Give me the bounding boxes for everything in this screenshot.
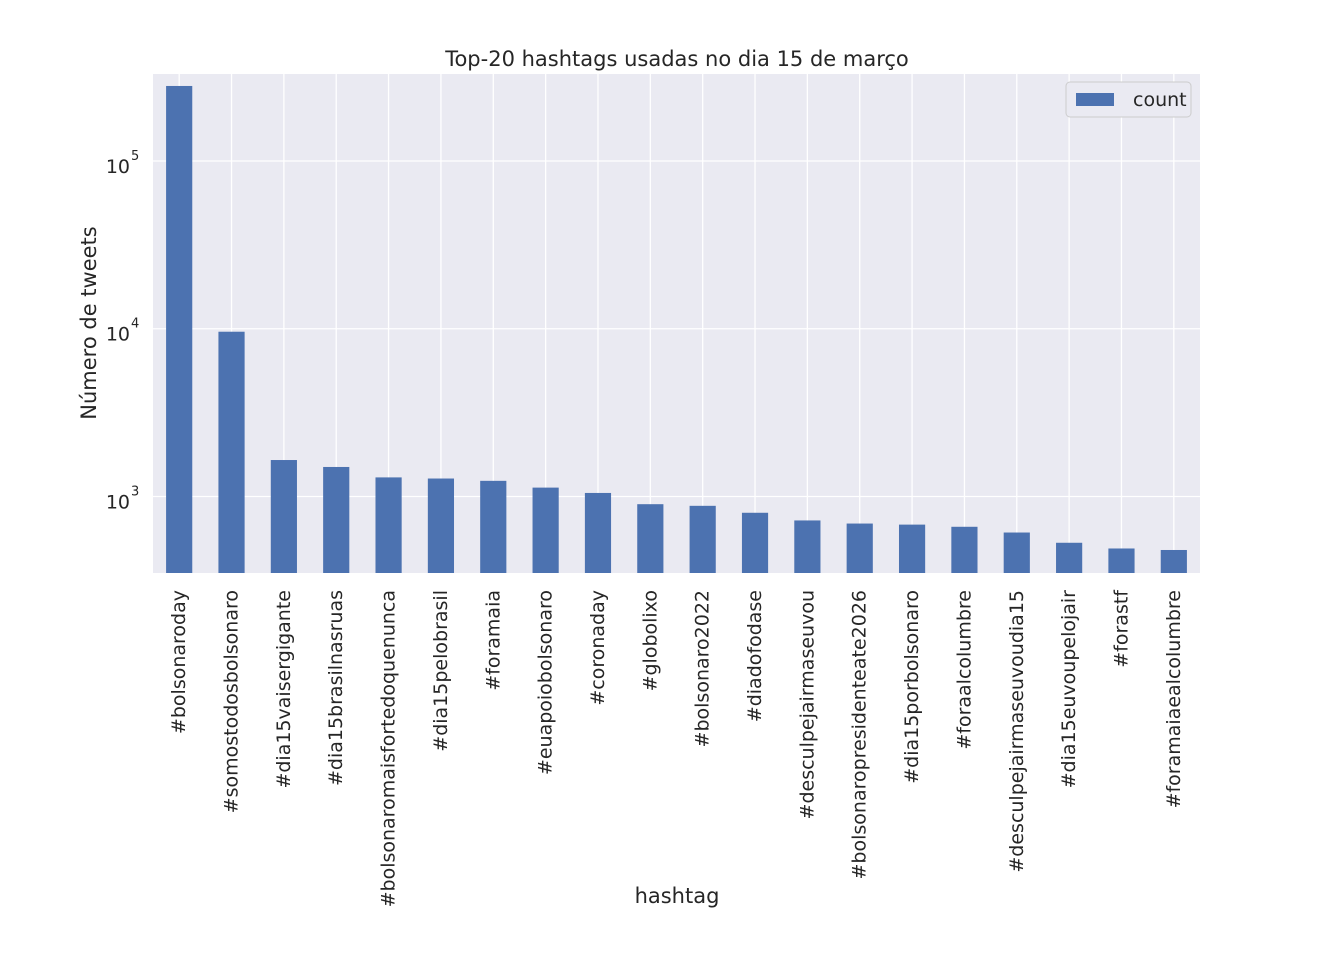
x-tick-label: #desculpejairmaseuvoudia15 xyxy=(1006,590,1028,873)
grid-lines xyxy=(153,74,1200,573)
bars xyxy=(166,85,1187,574)
legend-label: count xyxy=(1133,89,1187,111)
legend: count xyxy=(1065,81,1192,118)
bar xyxy=(375,477,402,573)
x-tick-label: #dia15vaisergigante xyxy=(273,590,295,789)
bar xyxy=(480,480,507,573)
x-axis-label: hashtag xyxy=(635,884,720,908)
x-tick-labels: #bolsonaroday #somostodosbolsonaro #dia15v… xyxy=(168,589,1185,908)
x-tick-label: #bolsonaropresidenteate2026 xyxy=(849,590,871,880)
x-tick-label: #dia15euvoupelojair xyxy=(1058,590,1080,789)
y-tick-base: 10 xyxy=(106,492,130,514)
x-tick-label: #foraalcolumbre xyxy=(953,590,975,750)
x-tick-label: #diadofodase xyxy=(744,590,766,722)
x-tick-label: #forastf xyxy=(1110,589,1132,668)
bar xyxy=(1108,548,1135,573)
bar xyxy=(689,505,716,573)
bar xyxy=(794,520,821,573)
x-tick-label: #bolsonaroday xyxy=(168,590,190,734)
x-tick-label: #dia15pelobrasil xyxy=(430,590,452,752)
x-tick-label: #bolsonaromaisfortedoquenunca xyxy=(378,590,400,907)
x-tick-label: #desculpejairmaseuvou xyxy=(796,590,818,819)
x-tick-label: #foramaiaealcolumbre xyxy=(1163,590,1185,808)
x-tick-label: #somostodosbolsonaro xyxy=(221,590,243,813)
bar xyxy=(218,331,245,573)
x-tick-label: #euapoiobolsonaro xyxy=(535,590,557,775)
bar xyxy=(951,526,978,573)
y-tick-base: 10 xyxy=(106,324,130,346)
bar xyxy=(637,504,664,573)
y-tick-label: 10 5 xyxy=(106,149,139,178)
chart-title: Top-20 hashtags usadas no dia 15 de març… xyxy=(444,47,909,71)
x-tick-label: #foramaia xyxy=(482,590,504,691)
bar xyxy=(323,466,350,573)
legend-swatch xyxy=(1076,93,1114,106)
y-tick-exponent: 5 xyxy=(131,149,139,164)
y-tick-base: 10 xyxy=(106,156,130,178)
y-tick-label: 10 3 xyxy=(106,485,139,514)
y-tick-label: 10 4 xyxy=(106,317,139,346)
bar xyxy=(1056,542,1083,573)
bar xyxy=(584,492,612,573)
bar xyxy=(741,512,769,573)
y-tick-exponent: 4 xyxy=(131,317,139,332)
x-tick-label: #globolixo xyxy=(639,590,661,691)
bar xyxy=(1003,532,1030,573)
x-tick-label: #dia15porbolsonaro xyxy=(901,590,923,784)
bar xyxy=(532,487,559,573)
x-tick-label: #dia15brasilnasruas xyxy=(325,590,347,786)
bar xyxy=(166,85,193,574)
y-axis-label: Número de tweets xyxy=(77,226,101,419)
bar xyxy=(846,523,873,573)
x-tick-label: #coronaday xyxy=(587,590,609,706)
plot-area xyxy=(153,74,1200,573)
bar xyxy=(270,460,297,573)
bar xyxy=(427,478,455,573)
y-tick-exponent: 3 xyxy=(131,485,139,500)
bar xyxy=(898,524,926,573)
bar xyxy=(1160,549,1187,573)
legend-box xyxy=(1065,81,1192,118)
x-tick-label: #bolsonaro2022 xyxy=(692,590,714,747)
